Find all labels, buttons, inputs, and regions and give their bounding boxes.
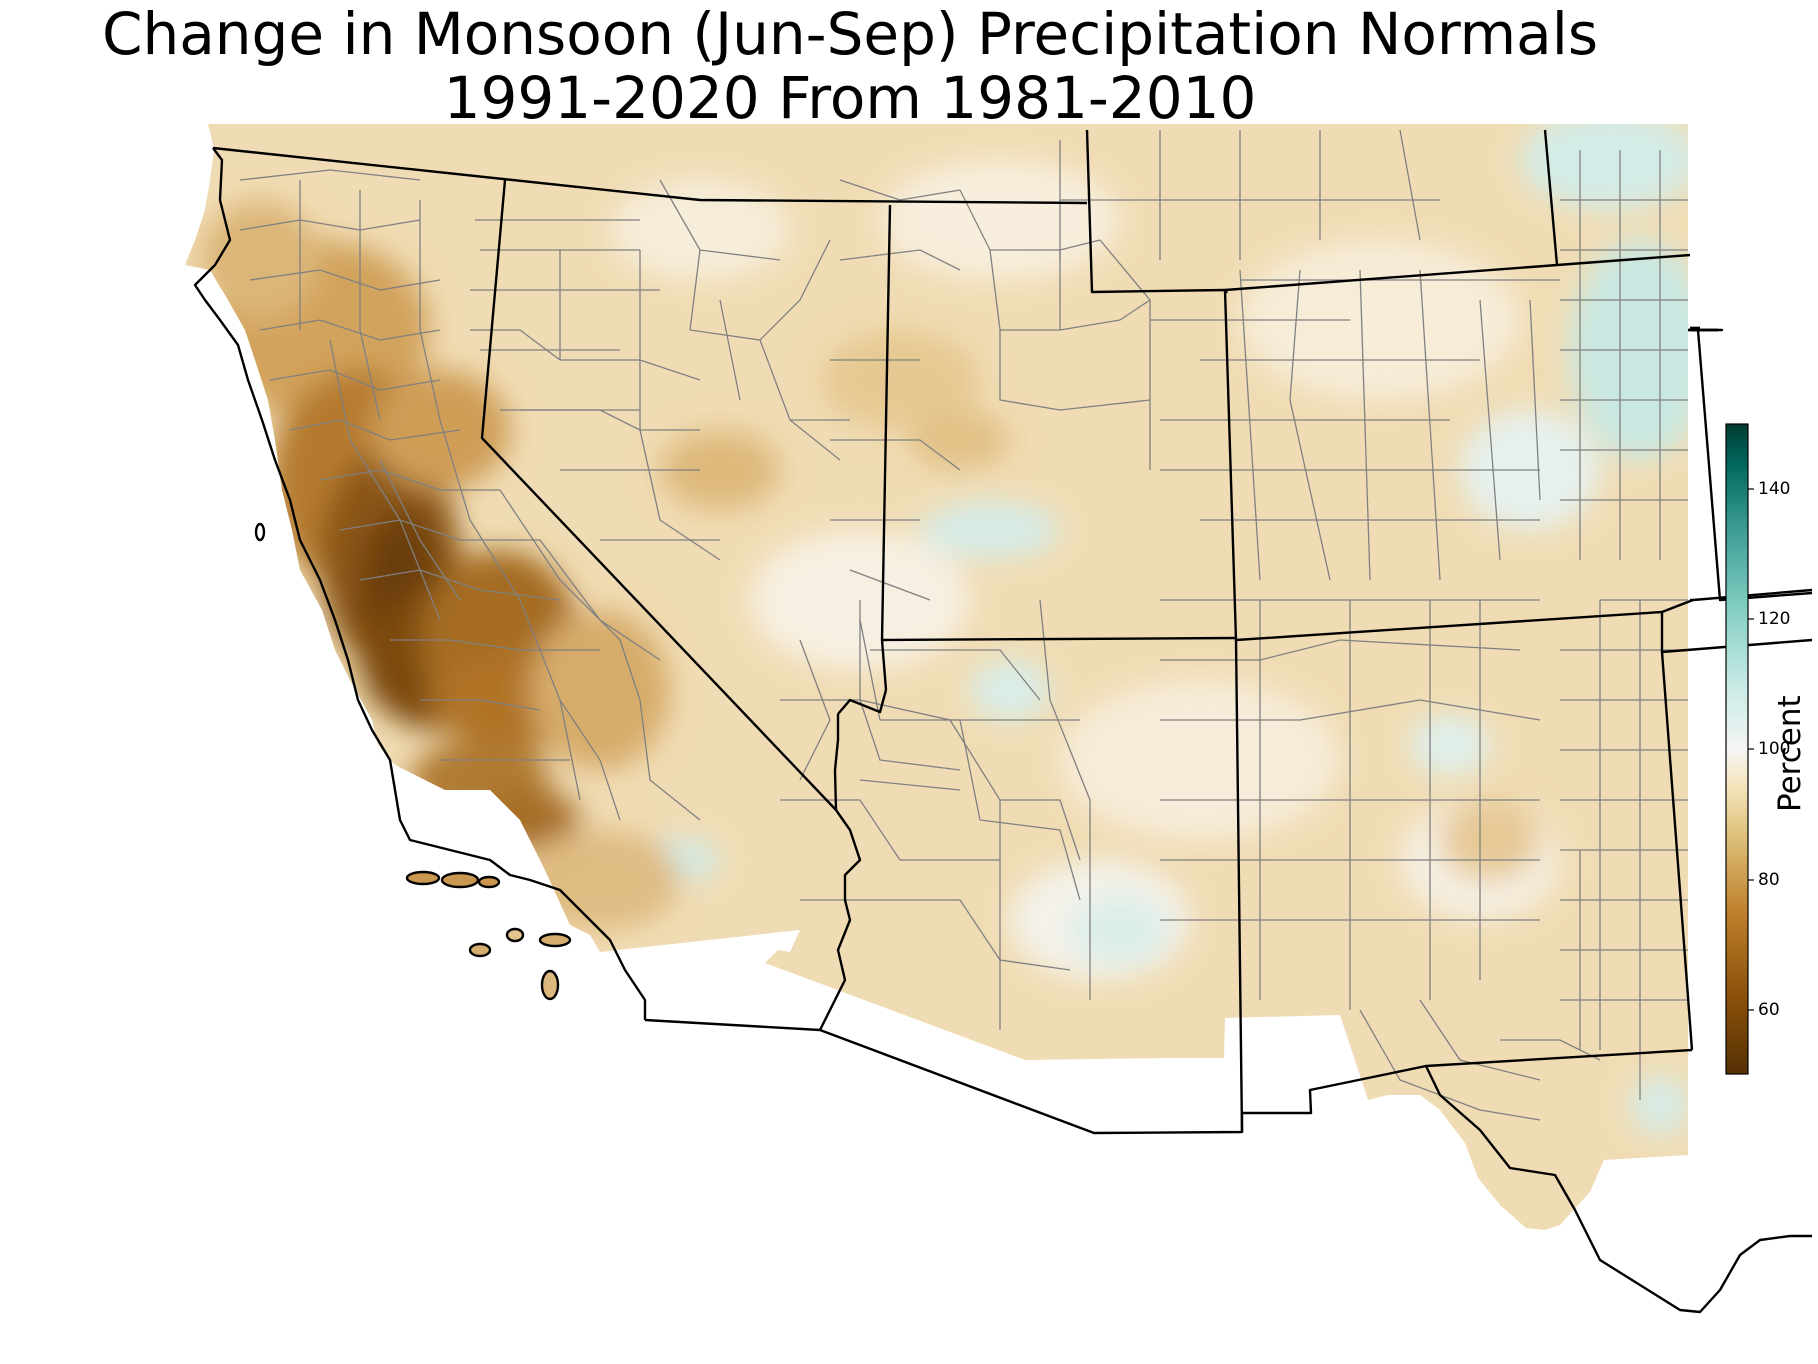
colorbar-tick-140: 140 bbox=[1758, 479, 1791, 499]
colorbar-tick-60: 60 bbox=[1758, 1000, 1780, 1020]
colorbar-ticks bbox=[1748, 488, 1754, 1011]
title-line-1: Change in Monsoon (Jun-Sep) Precipitatio… bbox=[101, 0, 1599, 68]
colorbar-gradient bbox=[1725, 423, 1749, 1075]
colorbar-tick-80: 80 bbox=[1758, 870, 1780, 890]
state-borders bbox=[193, 130, 1813, 1314]
colorbar-tick-100: 100 bbox=[1758, 739, 1791, 759]
title-line-2: 1991-2020 From 1981-2010 bbox=[443, 64, 1257, 132]
colorbar-tick-120: 120 bbox=[1758, 609, 1791, 629]
colorbar-title: Percent bbox=[1772, 695, 1808, 812]
colorbar bbox=[1725, 423, 1754, 1075]
channel-islands bbox=[254, 522, 572, 1001]
county-borders bbox=[239, 129, 1688, 1121]
